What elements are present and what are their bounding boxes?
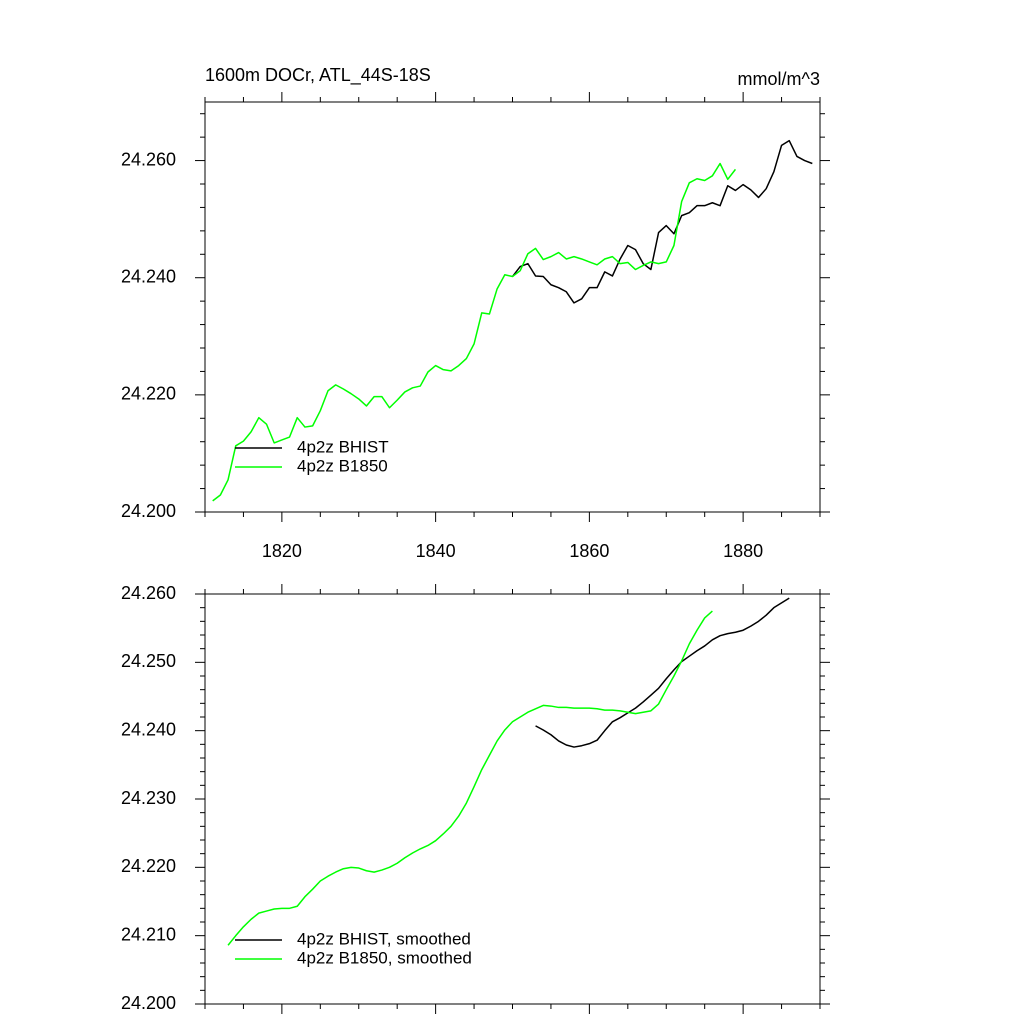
y-tick-label: 24.210 — [121, 924, 176, 944]
data-line — [511, 139, 813, 304]
x-tick-label: 1880 — [723, 541, 763, 561]
units-label: mmol/m^3 — [738, 69, 820, 89]
legend-label: 4p2z BHIST, smoothed — [297, 929, 471, 948]
x-tick-label: 1820 — [262, 541, 302, 561]
y-tick-label: 24.200 — [121, 501, 176, 521]
chart-title: 1600m DOCr, ATL_44S-18S — [205, 65, 431, 86]
data-line — [212, 162, 737, 502]
y-tick-label: 24.240 — [121, 266, 176, 286]
y-tick-label: 24.260 — [121, 149, 176, 169]
x-tick-label: 1860 — [569, 541, 609, 561]
legend-label: 4p2z B1850, smoothed — [297, 948, 472, 967]
y-tick-label: 24.260 — [121, 583, 176, 603]
y-tick-label: 24.240 — [121, 719, 176, 739]
y-tick-label: 24.230 — [121, 788, 176, 808]
data-line — [227, 610, 713, 946]
data-line — [535, 597, 790, 748]
y-tick-label: 24.250 — [121, 651, 176, 671]
legend-label: 4p2z B1850 — [297, 456, 388, 475]
y-tick-label: 24.200 — [121, 993, 176, 1013]
y-tick-label: 24.220 — [121, 384, 176, 404]
legend-label: 4p2z BHIST — [297, 437, 389, 456]
y-tick-label: 24.220 — [121, 856, 176, 876]
x-tick-label: 1840 — [416, 541, 456, 561]
